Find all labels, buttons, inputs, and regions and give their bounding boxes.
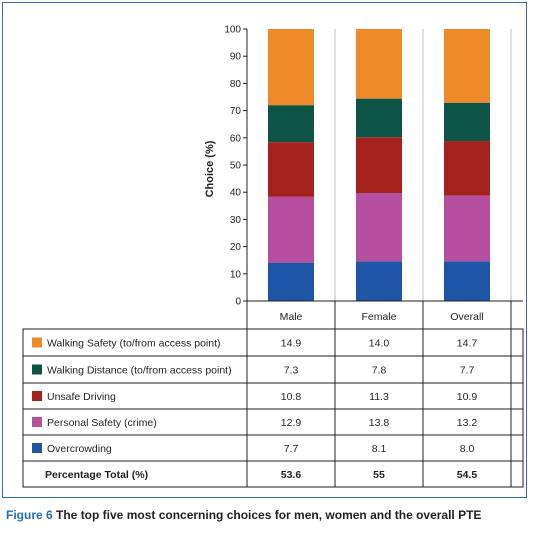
table-border <box>22 328 524 488</box>
bar-segment <box>444 261 490 301</box>
table-value: 12.9 <box>281 417 302 429</box>
legend-label: Unsafe Driving <box>47 391 116 403</box>
stacked-bar-chart: 0 10 20 30 40 50 60 70 80 90 100 Male Female Overall… <box>22 25 524 488</box>
y-axis-label: Choice (%) <box>204 140 216 197</box>
legend-label: Walking Distance (to/from access point) <box>47 365 232 377</box>
table-value: 10.8 <box>281 391 302 403</box>
y-tick-label: 50 <box>230 161 242 172</box>
bar-segment <box>444 195 490 262</box>
table-value: 7.3 <box>284 365 299 377</box>
total-value: 55 <box>373 469 385 481</box>
y-tick-label: 10 <box>230 269 242 280</box>
caption-figure-number: Figure 6 <box>6 508 53 522</box>
x-category-label: Overall <box>450 311 483 323</box>
bar-segment <box>268 142 314 197</box>
bar-segment <box>268 196 314 263</box>
bar-segment <box>356 193 402 262</box>
y-tick-label: 90 <box>230 52 242 63</box>
table-value: 14.9 <box>281 338 302 350</box>
table-value: 7.7 <box>284 443 299 455</box>
bar-segment <box>268 105 314 143</box>
y-tick-label: 20 <box>230 242 242 253</box>
y-tick-label: 0 <box>235 297 241 308</box>
y-tick-label: 30 <box>230 215 242 226</box>
y-tick-label: 40 <box>230 188 242 199</box>
bar-segment <box>268 29 314 106</box>
table-value: 7.7 <box>460 365 475 377</box>
total-row-label: Percentage Total (%) <box>45 469 148 481</box>
table-value: 14.7 <box>457 338 478 350</box>
total-value: 54.5 <box>457 469 478 481</box>
figure-caption: Figure 6 The top five most concerning ch… <box>6 508 481 522</box>
bar-segment <box>444 141 490 196</box>
legend-label: Overcrowding <box>47 443 112 455</box>
bar-segment <box>356 98 402 138</box>
table-value: 13.8 <box>369 417 390 429</box>
y-tick-label: 70 <box>230 106 242 117</box>
table-value: 8.0 <box>460 443 475 455</box>
y-tick-label: 100 <box>224 25 241 36</box>
figure-frame: 0 10 20 30 40 50 60 70 80 90 100 Male Female Overall… <box>2 2 527 498</box>
legend-swatch <box>32 417 42 427</box>
y-tick-label: 60 <box>230 133 242 144</box>
table-value: 7.8 <box>372 365 387 377</box>
bar-segment <box>356 29 402 99</box>
legend-label: Personal Safety (crime) <box>47 417 157 429</box>
table-value: 11.3 <box>369 391 389 403</box>
table-value: 14.0 <box>369 338 390 350</box>
legend-swatch <box>32 443 42 453</box>
bar-segment <box>356 261 402 301</box>
table-value: 8.1 <box>372 443 387 455</box>
y-tick-label: 80 <box>230 79 242 90</box>
legend-swatch <box>32 391 42 401</box>
legend-label: Walking Safety (to/from access point) <box>47 338 221 350</box>
bar-segment <box>268 262 314 301</box>
caption-text: The top five most concerning choices for… <box>52 508 482 522</box>
bar-segment <box>356 137 402 194</box>
legend-swatch <box>32 337 42 348</box>
bar-segment <box>444 29 490 103</box>
x-category-label: Female <box>361 311 396 323</box>
bar-segment <box>444 102 490 142</box>
table-value: 13.2 <box>457 417 478 429</box>
x-category-label: Male <box>280 311 303 323</box>
total-value: 53.6 <box>281 469 302 481</box>
table-value: 10.9 <box>457 391 478 403</box>
legend-swatch <box>32 364 42 375</box>
